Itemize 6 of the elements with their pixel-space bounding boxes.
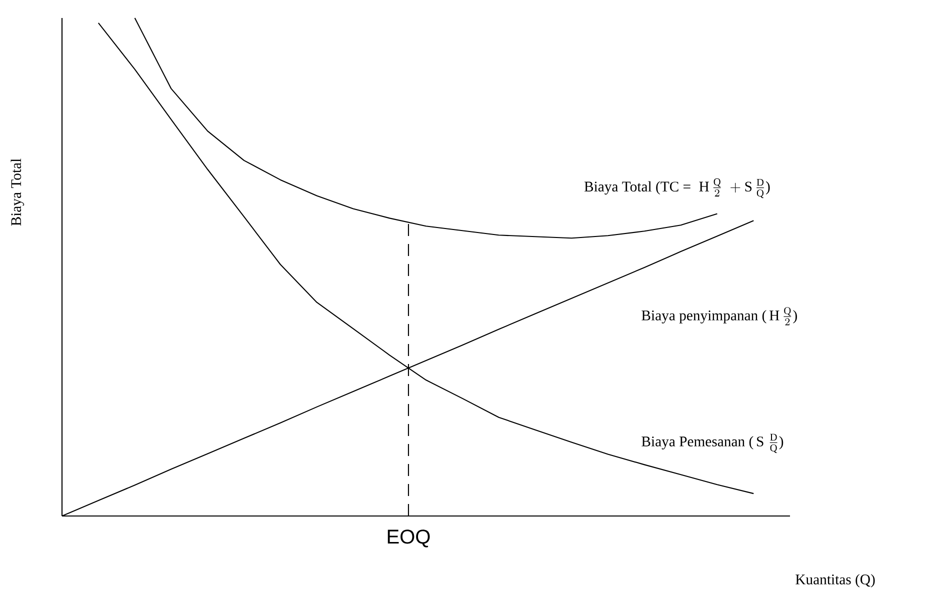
y-axis-title: Biaya Total [10,158,24,226]
text: EOQ [388,529,430,548]
x-axis-title: Kuantitas (Q) [796,574,875,588]
text: $\text{Biaya penyimpanan (}\,\mathrm{H}\,\frac{\mathrm{Q}}{2}\text{)}$ [642,307,797,326]
text: $\text{Biaya Total (TC = }\;\mathrm{H}\,\frac{\mathrm{Q}}{2}\;+\mathrm{S}\,\frac{\mathrm{D}}{\mathrm{Q}}\text{)}$ [584,178,770,198]
series-label: $\text{Biaya Pemesanan (}\,\mathrm{S}\;\frac{\mathrm{D}}{\mathrm{Q}}\text{)}$ [642,434,784,453]
